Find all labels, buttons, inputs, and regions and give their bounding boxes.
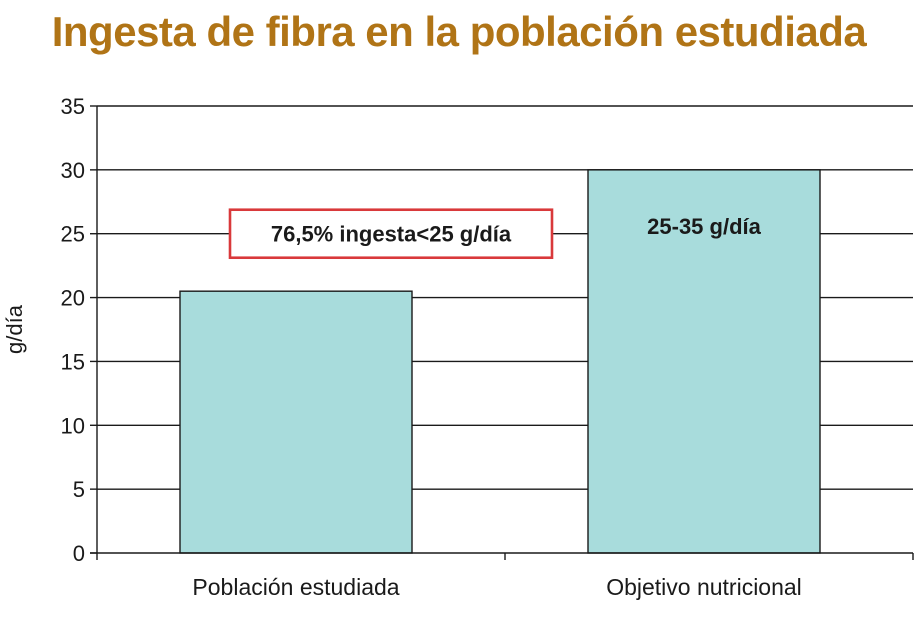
annotation-text: 76,5% ingesta<25 g/día xyxy=(271,222,512,247)
labels: 0 5 10 15 20 25 30 35 Población estudiada Objetiv… xyxy=(2,94,802,600)
y-tick-label: 25 xyxy=(61,222,85,247)
y-tick-label: 30 xyxy=(61,158,85,183)
y-axis-label: g/día xyxy=(2,304,27,354)
axes xyxy=(90,105,914,560)
y-tick-label: 15 xyxy=(61,349,85,374)
bar xyxy=(587,169,821,554)
y-tick-label: 10 xyxy=(61,413,85,438)
y-tick-label: 5 xyxy=(73,477,85,502)
annotation-box xyxy=(228,208,554,260)
bar xyxy=(179,290,413,554)
y-tick-label: 20 xyxy=(61,286,85,311)
y-tick-label: 0 xyxy=(73,541,85,566)
y-tick-label: 35 xyxy=(61,94,85,119)
category-label: Población estudiada xyxy=(192,574,399,600)
category-label: Objetivo nutricional xyxy=(606,574,802,600)
chart-title: Ingesta de fibra en la población estudia… xyxy=(51,8,867,55)
bar-value-label: 25-35 g/día xyxy=(647,214,761,239)
bars xyxy=(179,169,821,554)
